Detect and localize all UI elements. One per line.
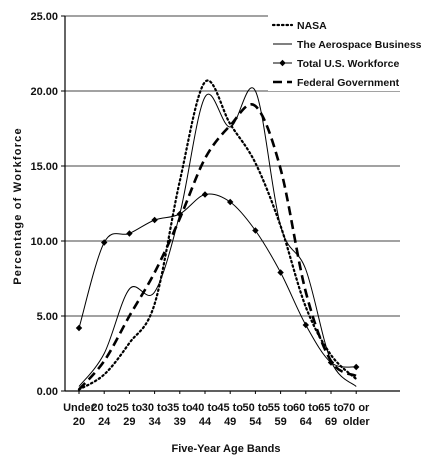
series-line-total-u-s-workforce — [78, 193, 357, 368]
y-tick-label: 15.00 — [30, 161, 58, 173]
x-tick-label: 64 — [300, 416, 313, 428]
data-point-nasa — [128, 342, 130, 344]
x-axis-ticks: Under 20 20 to 24 25 to 29 30 to 34 35 to 39 40 to… — [63, 391, 370, 428]
data-point-nasa — [179, 180, 181, 182]
series-the-aerospace-business — [78, 87, 357, 387]
y-tick-label: 10.00 — [30, 236, 58, 248]
x-tick-label: 30 to — [142, 402, 168, 414]
data-point-total-u-s-workforce — [277, 269, 284, 276]
x-tick-label: 29 — [123, 416, 135, 428]
x-tick-label: 39 — [174, 416, 186, 428]
legend-label-federal-government: Federal Government — [297, 77, 400, 89]
x-tick-label: 35 to — [167, 402, 193, 414]
data-point-federal-government — [179, 217, 181, 219]
data-point-nasa — [330, 354, 332, 356]
data-point-the-aerospace-business — [279, 225, 281, 227]
x-tick-label: 25 to — [117, 402, 143, 414]
y-tick-label: 0.00 — [37, 386, 58, 398]
data-point-total-u-s-workforce — [227, 198, 234, 206]
data-point-federal-government — [128, 315, 130, 317]
y-tick-label: 20.00 — [30, 86, 58, 98]
x-tick-label: 45 to — [217, 402, 243, 414]
x-tick-label: 24 — [98, 416, 111, 428]
x-tick-label: 60 to — [293, 402, 319, 414]
legend-box — [268, 14, 406, 91]
x-tick-label: 20 to — [91, 402, 117, 414]
legend-label-the-aerospace-business: The Aerospace Business — [297, 39, 422, 51]
data-point-total-u-s-workforce — [302, 321, 309, 329]
data-point-the-aerospace-business — [204, 96, 206, 98]
x-tick-label: 50 to — [243, 402, 269, 414]
x-tick-label: older — [343, 416, 371, 428]
data-point-total-u-s-workforce — [151, 216, 158, 224]
data-point-federal-government — [279, 168, 281, 170]
data-point-federal-government — [254, 105, 256, 107]
data-point-the-aerospace-business — [355, 385, 357, 387]
series-total-u-s-workforce — [75, 191, 360, 371]
data-point-total-u-s-workforce — [101, 239, 108, 246]
data-point-federal-government — [355, 375, 357, 377]
data-point-total-u-s-workforce — [353, 363, 360, 371]
y-tick-label: 5.00 — [37, 311, 58, 323]
x-tick-label: 69 — [325, 416, 337, 428]
y-axis-title: Percentage of Workforce — [12, 127, 24, 285]
x-tick-label: 59 — [274, 416, 286, 428]
x-tick-label: Under — [63, 402, 96, 414]
y-tick-label: 25.00 — [30, 11, 58, 23]
data-point-federal-government — [305, 291, 307, 293]
data-point-federal-government — [204, 157, 206, 159]
x-tick-label: 40 to — [192, 402, 218, 414]
series-line-nasa — [77, 79, 358, 391]
data-point-federal-government — [229, 124, 231, 126]
data-point-federal-government — [330, 360, 332, 362]
series-layer — [75, 79, 360, 391]
legend-marker-total-u-s-workforce — [279, 59, 286, 67]
x-tick-label: 44 — [199, 416, 212, 428]
series-line-the-aerospace-business — [78, 87, 357, 387]
data-point-total-u-s-workforce — [201, 191, 209, 198]
data-point-total-u-s-workforce — [126, 230, 133, 237]
data-point-nasa — [355, 378, 357, 380]
x-tick-label: 55 to — [268, 402, 294, 414]
series-line-federal-government — [78, 103, 357, 391]
legend: NASA The Aerospace Business Total U.S. Wor… — [268, 14, 422, 91]
data-point-federal-government — [103, 360, 105, 362]
x-tick-label: 49 — [224, 416, 236, 428]
series-federal-government — [78, 103, 357, 391]
data-point-nasa — [204, 81, 206, 83]
axes — [64, 16, 400, 392]
data-point-federal-government — [153, 271, 155, 273]
x-tick-label: 70 or — [343, 402, 370, 414]
data-point-the-aerospace-business — [153, 291, 155, 293]
data-point-federal-government — [78, 388, 80, 390]
data-point-nasa — [153, 303, 155, 305]
data-point-total-u-s-workforce — [75, 324, 83, 332]
y-axis-ticks: 0.00 5.00 10.00 15.00 20.00 25.00 — [30, 11, 58, 398]
series-nasa — [77, 79, 358, 391]
x-axis-title: Five-Year Age Bands — [171, 443, 280, 455]
x-tick-label: 34 — [148, 416, 161, 428]
data-point-the-aerospace-business — [103, 352, 105, 354]
x-tick-label: 20 — [73, 416, 85, 428]
data-point-the-aerospace-business — [254, 90, 256, 92]
data-point-nasa — [254, 162, 256, 164]
data-point-the-aerospace-business — [128, 288, 130, 290]
x-tick-label: 65 to — [318, 402, 344, 414]
legend-label-nasa: NASA — [297, 20, 327, 32]
data-point-the-aerospace-business — [305, 268, 307, 270]
x-tick-label: 54 — [249, 416, 262, 428]
data-point-nasa — [305, 306, 307, 308]
legend-label-total-u-s-workforce: Total U.S. Workforce — [297, 58, 399, 70]
data-point-nasa — [103, 373, 105, 375]
data-point-total-u-s-workforce — [252, 227, 259, 234]
